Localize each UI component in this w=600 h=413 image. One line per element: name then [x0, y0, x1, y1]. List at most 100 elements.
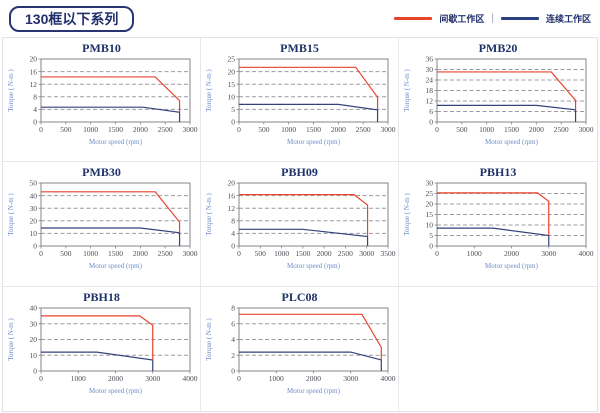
svg-text:0: 0: [429, 242, 433, 251]
svg-text:3000: 3000: [579, 125, 594, 134]
svg-text:0: 0: [429, 118, 433, 127]
svg-text:1000: 1000: [268, 374, 283, 383]
svg-text:2000: 2000: [132, 249, 147, 258]
svg-text:10: 10: [426, 221, 434, 230]
svg-text:500: 500: [456, 125, 468, 134]
chart-title-plc08: PLC08: [281, 289, 318, 304]
legend: 间歇工作区 | 连续工作区: [394, 12, 591, 25]
svg-text:8: 8: [231, 305, 235, 313]
svg-text:1500: 1500: [504, 125, 519, 134]
svg-text:0: 0: [237, 249, 241, 258]
svg-text:Torque ( N-m ): Torque ( N-m ): [7, 69, 15, 112]
svg-text:6: 6: [429, 107, 433, 116]
svg-text:15: 15: [426, 211, 434, 220]
svg-text:Motor speed (rpm): Motor speed (rpm): [89, 138, 143, 146]
chart-canvas-pbh18: 0 1000 2000 3000 4000 0 10 20 30 40 Motor speed (r…: [7, 305, 198, 395]
svg-text:3000: 3000: [359, 249, 374, 258]
chart-cell-plc08: PLC08 0 1000 2000 3000 4000 0 2 4 6 8 Motor speed …: [201, 286, 399, 411]
svg-text:1500: 1500: [108, 125, 123, 134]
svg-text:500: 500: [258, 125, 270, 134]
svg-text:16: 16: [29, 67, 37, 76]
svg-text:36: 36: [426, 56, 434, 64]
svg-text:1500: 1500: [306, 125, 321, 134]
svg-text:50: 50: [29, 180, 37, 188]
svg-text:2000: 2000: [316, 249, 331, 258]
chart-canvas-pbh09: 0 500 1000 1500 2000 2500 3000 3500 0 4 8 12 16 20 Mot…: [205, 180, 396, 270]
svg-text:Torque ( N-m ): Torque ( N-m ): [7, 193, 15, 236]
chart-title-pbh09: PBH09: [281, 165, 318, 180]
svg-text:25: 25: [426, 190, 434, 199]
svg-text:Motor speed (rpm): Motor speed (rpm): [287, 387, 341, 395]
svg-text:20: 20: [426, 200, 434, 209]
svg-text:500: 500: [254, 249, 266, 258]
svg-text:3000: 3000: [541, 249, 556, 258]
svg-text:Motor speed (rpm): Motor speed (rpm): [89, 387, 143, 395]
svg-text:10: 10: [29, 229, 37, 238]
svg-text:2000: 2000: [330, 125, 345, 134]
svg-text:500: 500: [60, 249, 72, 258]
empty-cell: [399, 287, 597, 411]
svg-text:Motor speed (rpm): Motor speed (rpm): [485, 262, 539, 270]
svg-text:10: 10: [227, 93, 235, 102]
svg-text:0: 0: [39, 125, 43, 134]
chart-cell-pmb10: PMB10 0 500 1000 1500 2000 2500 3000 0 4 8 12 16 20 M…: [3, 38, 201, 163]
chart-canvas-pmb15: 0 500 1000 1500 2000 2500 3000 0 5 10 15 20 25 Motor …: [205, 56, 396, 146]
svg-text:0: 0: [33, 242, 37, 251]
svg-text:Torque ( N-m ): Torque ( N-m ): [205, 69, 213, 112]
svg-text:2000: 2000: [132, 125, 147, 134]
svg-text:25: 25: [227, 56, 235, 64]
svg-text:40: 40: [29, 305, 37, 313]
svg-text:30: 30: [426, 65, 434, 74]
svg-text:2: 2: [231, 351, 235, 360]
svg-text:1000: 1000: [274, 249, 289, 258]
chart-grid: PMB10 0 500 1000 1500 2000 2500 3000 0 4 8 12 16 20 M…: [2, 37, 598, 412]
svg-text:16: 16: [227, 192, 235, 201]
svg-text:0: 0: [39, 249, 43, 258]
svg-text:12: 12: [29, 80, 37, 89]
chart-cell-pbh18: PBH18 0 1000 2000 3000 4000 0 10 20 30 40 Motor sp…: [3, 286, 201, 411]
svg-text:20: 20: [29, 56, 37, 64]
svg-text:1000: 1000: [281, 125, 296, 134]
svg-text:3000: 3000: [380, 125, 395, 134]
svg-text:20: 20: [29, 217, 37, 226]
svg-text:Torque ( N-m ): Torque ( N-m ): [403, 193, 411, 236]
svg-text:2500: 2500: [355, 125, 370, 134]
chart-title-pmb30: PMB30: [82, 165, 121, 180]
svg-text:0: 0: [33, 366, 37, 375]
svg-text:1500: 1500: [295, 249, 310, 258]
svg-text:3000: 3000: [343, 374, 358, 383]
svg-text:0: 0: [231, 366, 235, 375]
svg-text:0: 0: [237, 374, 241, 383]
chart-cell-pbh13: PBH13 0 1000 2000 3000 4000 0 5 10 15 20 25 30 Motor…: [399, 162, 597, 287]
chart-cell-pmb15: PMB15 0 500 1000 1500 2000 2500 3000 0 5 10 15 20 25…: [201, 38, 399, 163]
svg-text:2000: 2000: [504, 249, 519, 258]
chart-canvas-pmb10: 0 500 1000 1500 2000 2500 3000 0 4 8 12 16 20 Motor s…: [7, 56, 198, 146]
svg-text:20: 20: [227, 180, 235, 188]
svg-text:4000: 4000: [182, 374, 197, 383]
svg-text:4: 4: [231, 229, 235, 238]
svg-text:18: 18: [426, 86, 434, 95]
svg-text:0: 0: [231, 242, 235, 251]
chart-cell-pmb30: PMB30 0 500 1000 1500 2000 2500 3000 0 10 20 30 40 5…: [3, 162, 201, 287]
svg-text:3000: 3000: [182, 125, 197, 134]
svg-text:0: 0: [231, 118, 235, 127]
svg-text:Torque ( N-m ): Torque ( N-m ): [7, 317, 15, 360]
svg-text:5: 5: [231, 105, 235, 114]
svg-text:30: 30: [29, 204, 37, 213]
svg-text:8: 8: [33, 93, 37, 102]
svg-text:30: 30: [29, 319, 37, 328]
page-title: 130框以下系列: [9, 5, 135, 32]
svg-text:12: 12: [426, 97, 434, 106]
legend-label-continuous: 连续工作区: [545, 14, 591, 24]
svg-text:0: 0: [435, 249, 439, 258]
svg-text:3000: 3000: [145, 374, 160, 383]
chart-canvas-pmb30: 0 500 1000 1500 2000 2500 3000 0 10 20 30 40 50 Motor…: [7, 180, 198, 270]
chart-cell-pmb20: PMB20 0 500 1000 1500 2000 2500 3000 0 6 12 18 24 30…: [399, 38, 597, 163]
chart-title-pbh18: PBH18: [83, 289, 120, 304]
chart-canvas-plc08: 0 1000 2000 3000 4000 0 2 4 6 8 Motor speed (rpm) T…: [205, 305, 396, 395]
svg-text:2000: 2000: [108, 374, 123, 383]
svg-text:Motor speed (rpm): Motor speed (rpm): [89, 262, 143, 270]
svg-text:30: 30: [426, 180, 434, 188]
svg-text:6: 6: [231, 319, 235, 328]
legend-separator: |: [491, 13, 494, 24]
